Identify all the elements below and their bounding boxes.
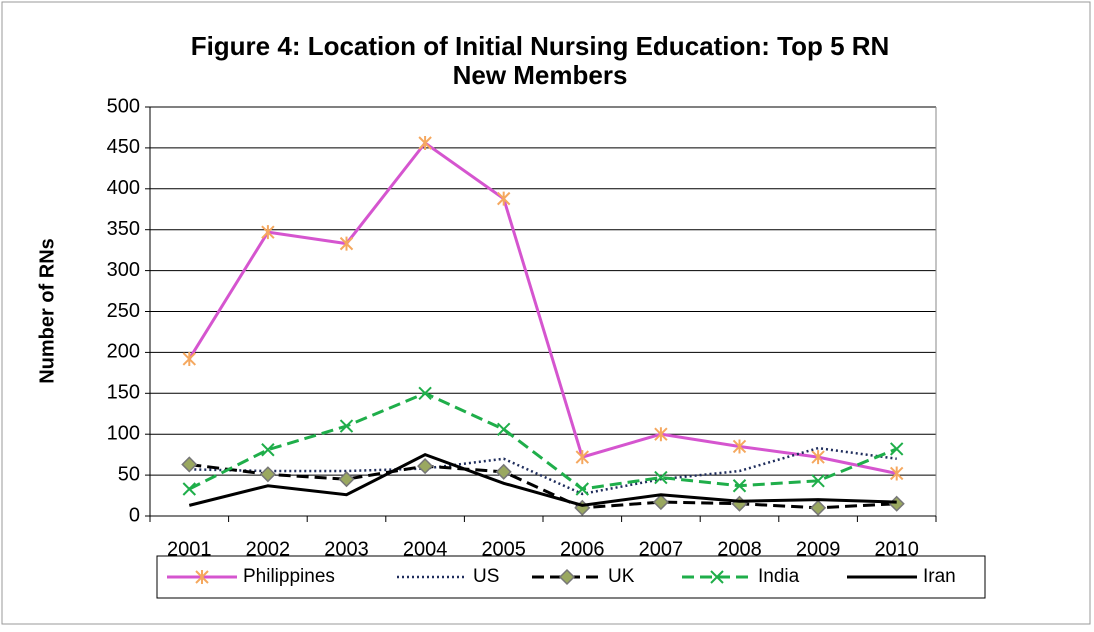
x-tick-label: 2005 bbox=[481, 538, 526, 560]
chart-title: Figure 4: Location of Initial Nursing Ed… bbox=[191, 31, 890, 61]
y-tick-label: 200 bbox=[107, 341, 140, 363]
series-line bbox=[188, 453, 897, 507]
data-point bbox=[261, 443, 275, 457]
series-line bbox=[189, 446, 897, 496]
data-point bbox=[652, 494, 669, 511]
x-tick-label: 2008 bbox=[717, 538, 762, 560]
y-tick-label: 300 bbox=[107, 259, 140, 281]
x-tick-label: 2006 bbox=[560, 538, 605, 560]
series-line bbox=[189, 462, 897, 510]
y-tick-label: 150 bbox=[107, 382, 140, 404]
data-point bbox=[732, 439, 747, 454]
data-point bbox=[339, 419, 354, 433]
data-point bbox=[182, 482, 197, 496]
x-tick-label: 2007 bbox=[639, 538, 684, 560]
x-tick-label: 2003 bbox=[324, 538, 369, 560]
y-tick-label: 350 bbox=[107, 218, 140, 240]
y-tick-label: 100 bbox=[107, 422, 140, 444]
data-point bbox=[338, 471, 355, 488]
legend-marker bbox=[195, 570, 209, 584]
x-tick-label: 2009 bbox=[796, 538, 841, 560]
y-tick-label: 50 bbox=[118, 463, 140, 485]
legend-label: UK bbox=[608, 566, 635, 587]
x-tick-label: 2001 bbox=[167, 538, 212, 560]
legend-label: Philippines bbox=[243, 566, 335, 587]
data-point bbox=[889, 442, 904, 456]
legend-label: US bbox=[473, 566, 499, 587]
data-point bbox=[182, 351, 197, 366]
x-tick-label: 2002 bbox=[246, 538, 291, 560]
data-point bbox=[496, 422, 511, 436]
legend-marker bbox=[558, 568, 576, 586]
legend-label: Iran bbox=[923, 566, 956, 587]
data-point bbox=[575, 482, 590, 496]
y-tick-label: 500 bbox=[107, 95, 140, 117]
legend-marker bbox=[710, 570, 724, 584]
data-point bbox=[495, 463, 512, 480]
data-point bbox=[417, 458, 434, 475]
series-line bbox=[188, 391, 898, 491]
data-point bbox=[889, 466, 904, 481]
data-point bbox=[418, 135, 432, 150]
data-point bbox=[496, 191, 511, 206]
series-line bbox=[188, 140, 898, 475]
data-point bbox=[261, 225, 275, 240]
y-tick-label: 450 bbox=[107, 136, 140, 158]
data-point bbox=[732, 479, 747, 493]
data-point bbox=[259, 466, 276, 483]
legend-label: India bbox=[758, 566, 800, 587]
chart-subtitle: New Members bbox=[453, 60, 628, 90]
data-point bbox=[575, 450, 590, 465]
data-point bbox=[654, 427, 668, 442]
x-tick-label: 2004 bbox=[403, 538, 448, 560]
data-point bbox=[339, 236, 354, 251]
y-tick-label: 0 bbox=[129, 504, 140, 526]
y-axis-label: Number of RNs bbox=[36, 238, 58, 384]
y-tick-label: 400 bbox=[107, 177, 140, 199]
data-point bbox=[810, 499, 827, 516]
data-point bbox=[181, 456, 198, 473]
data-point bbox=[811, 450, 825, 465]
data-point bbox=[811, 474, 825, 488]
x-tick-label: 2010 bbox=[874, 538, 919, 560]
y-tick-label: 250 bbox=[107, 300, 140, 322]
data-point bbox=[418, 386, 432, 401]
data-point bbox=[654, 470, 668, 485]
